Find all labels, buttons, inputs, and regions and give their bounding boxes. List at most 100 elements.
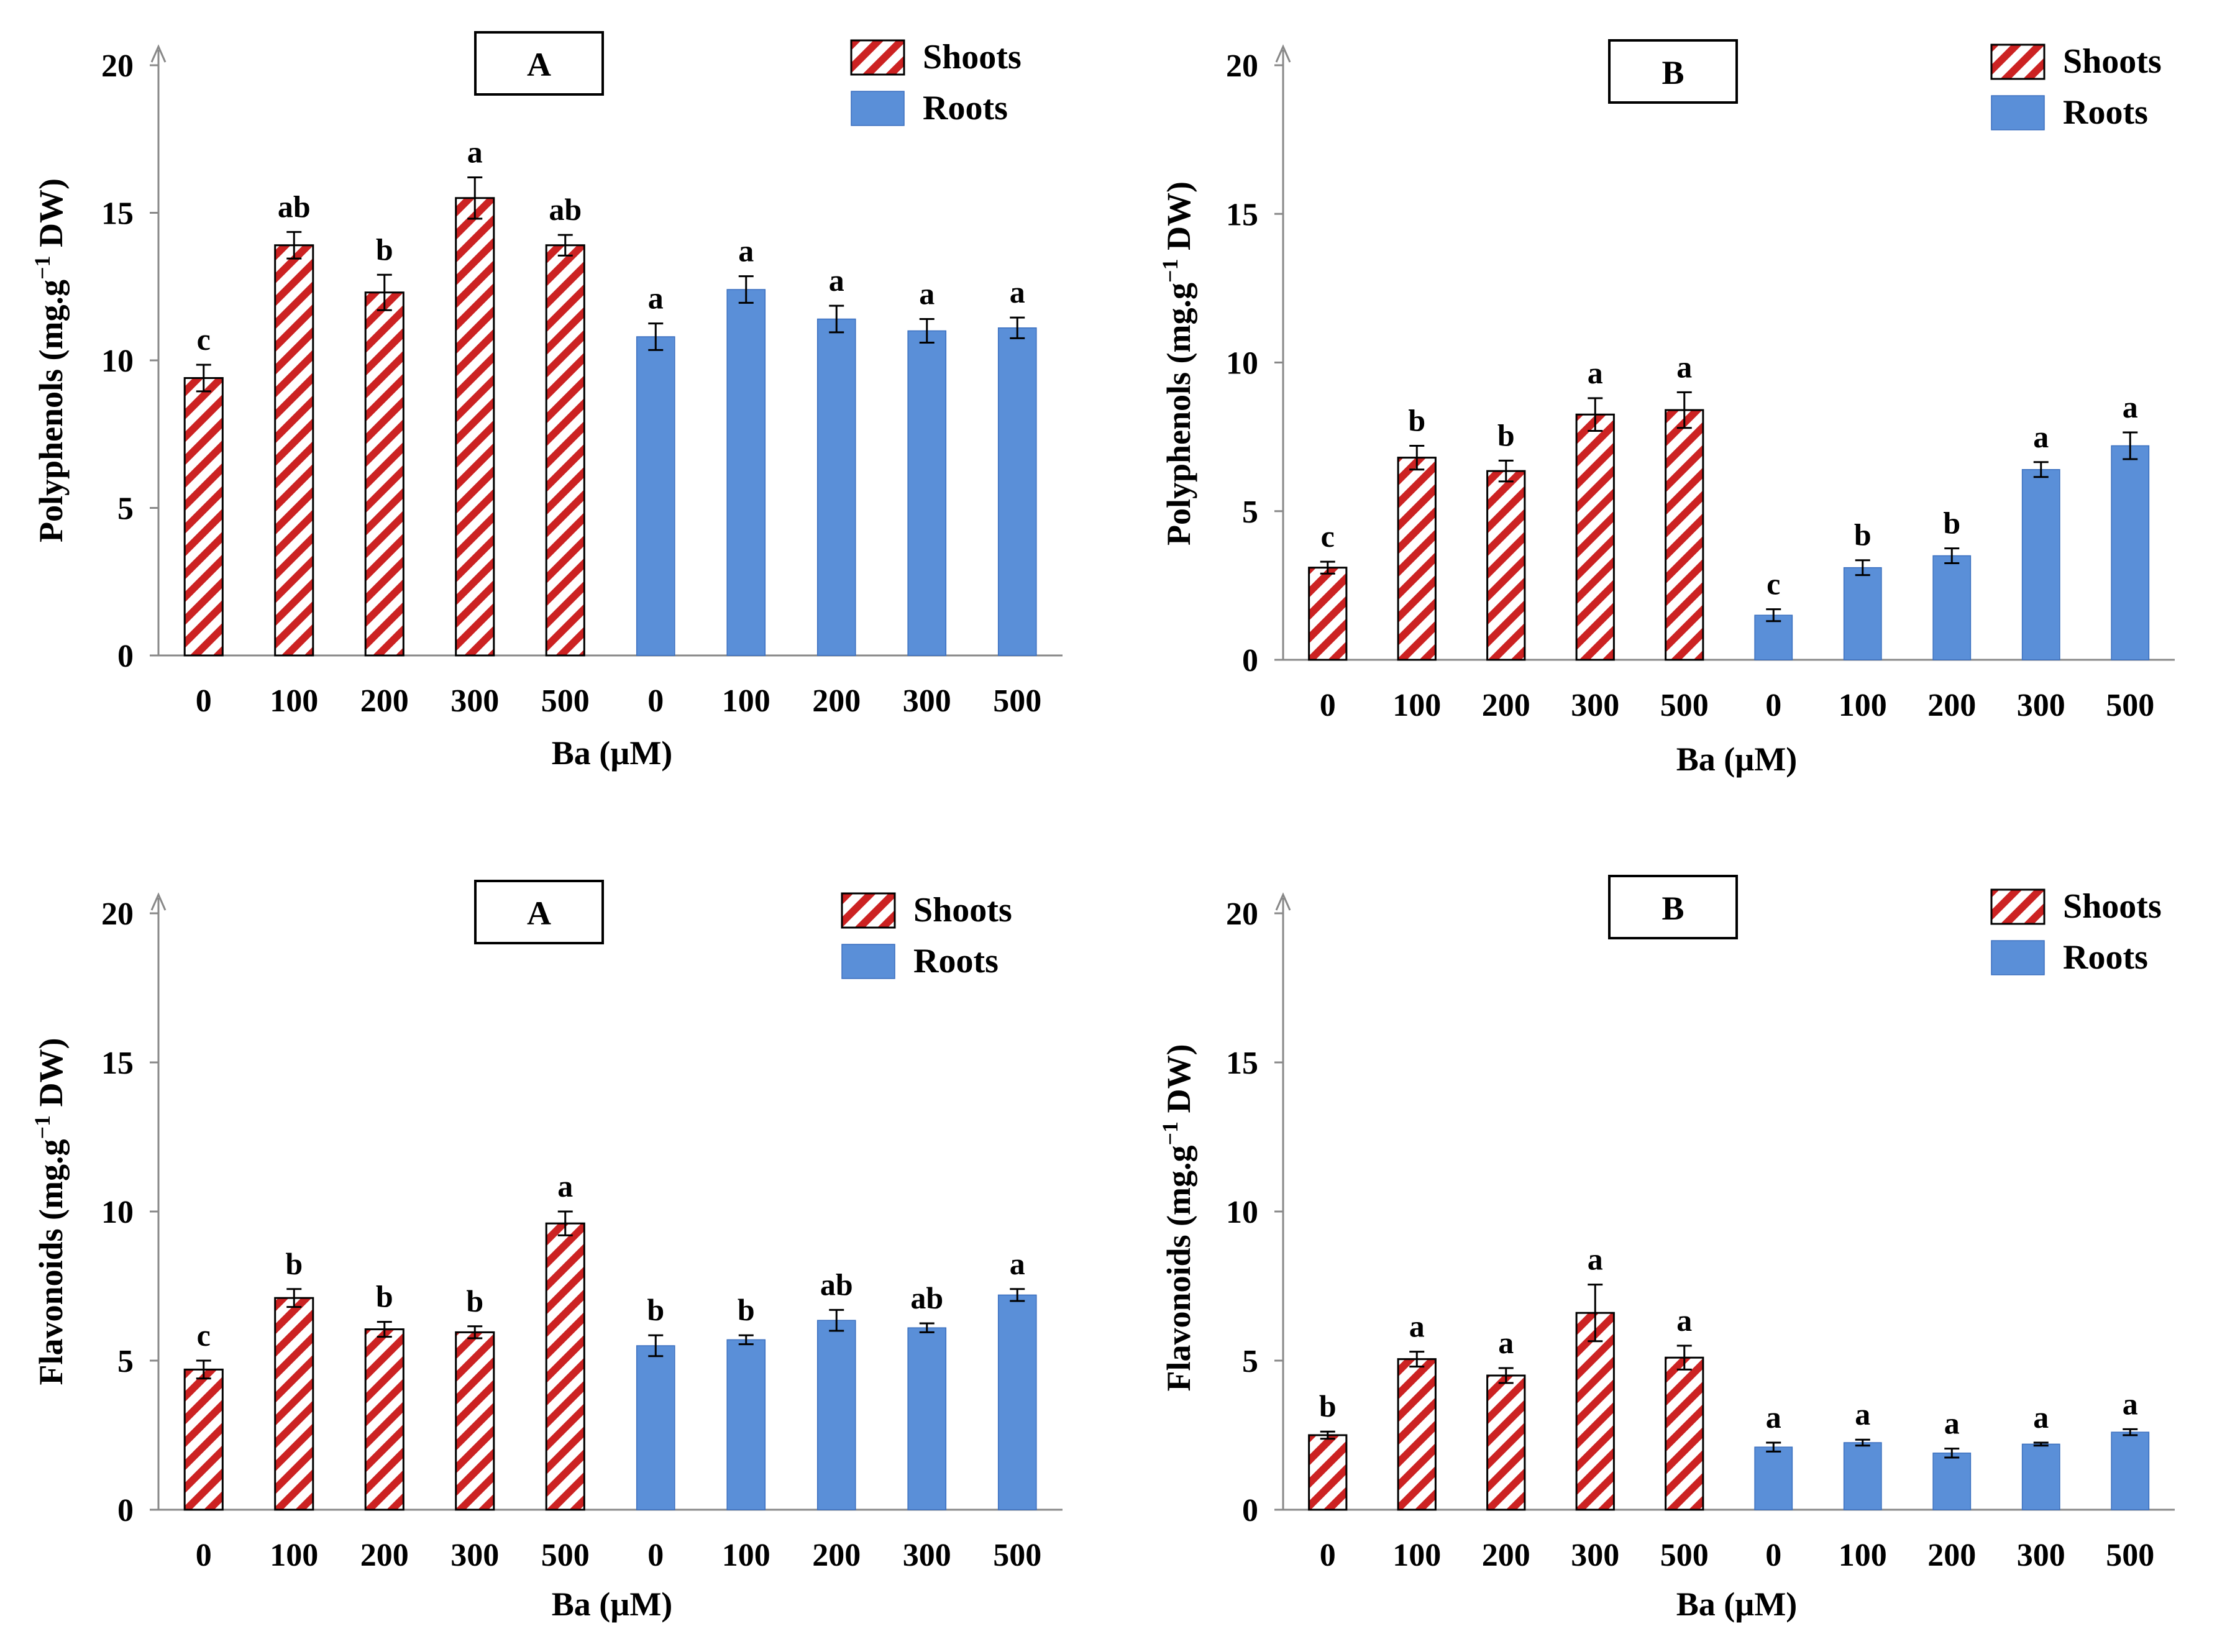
- x-tick-label: 300: [450, 683, 499, 719]
- y-axis-title: Flavonoids (mg.g−1 DW): [1158, 1044, 1197, 1391]
- y-axis-arrow-icon: [1275, 44, 1291, 63]
- x-tick-label: 300: [1571, 1538, 1619, 1573]
- bar-roots-500: [2111, 1431, 2150, 1510]
- bar-roots-100: [726, 1339, 766, 1510]
- x-tick-label: 500: [993, 683, 1041, 719]
- y-tick-label: 15: [1226, 197, 1258, 232]
- bar-roots-200: [816, 1320, 856, 1510]
- y-axis-arrow-icon: [150, 892, 167, 911]
- y-tick-label: 20: [1226, 48, 1258, 84]
- legend-swatch-shoots: [1990, 888, 2046, 925]
- bar-roots-100: [726, 289, 766, 656]
- x-tick-label: 0: [647, 1538, 664, 1573]
- bar-roots-0: [1754, 1446, 1793, 1510]
- x-tick-label: 300: [450, 1538, 499, 1573]
- y-tick-label: 0: [117, 1493, 134, 1528]
- y-axis-arrow-icon: [150, 44, 167, 63]
- y-tick-label: 0: [1242, 1493, 1258, 1528]
- significance-letter: a: [2123, 1386, 2138, 1421]
- bar-shoots-200: [1486, 470, 1526, 661]
- panel-label-box: [1608, 875, 1738, 939]
- bar-roots-0: [636, 1345, 675, 1510]
- significance-letter: a: [467, 135, 483, 170]
- legend-swatch-roots: [1991, 940, 2045, 975]
- x-tick-label: 200: [1482, 1538, 1530, 1573]
- y-tick-label: 20: [101, 48, 134, 84]
- y-axis-title: Polyphenols (mg.g−1 DW): [30, 178, 70, 542]
- significance-letter: a: [1498, 1325, 1514, 1360]
- legend-label-shoots: Shoots: [2063, 887, 2162, 926]
- y-tick-label: 5: [117, 1344, 134, 1379]
- bar-roots-500: [997, 327, 1037, 656]
- significance-letter: a: [2033, 419, 2049, 454]
- x-tick-label: 300: [903, 683, 951, 719]
- x-axis-title: Ba (µM): [1676, 1586, 1798, 1623]
- y-tick-label: 10: [101, 1195, 134, 1230]
- bar-roots-200: [1932, 555, 1972, 660]
- y-axis-arrow-icon: [1275, 892, 1291, 911]
- significance-letter: a: [557, 1169, 573, 1203]
- bar-shoots-200: [364, 1328, 405, 1511]
- x-tick-label: 300: [903, 1538, 951, 1573]
- bar-shoots-0: [183, 377, 224, 657]
- significance-letter: b: [376, 1279, 393, 1314]
- bar-roots-500: [997, 1294, 1037, 1510]
- significance-letter: a: [1676, 349, 1692, 384]
- bar-shoots-500: [545, 1222, 585, 1511]
- panel-label-box: [474, 31, 604, 96]
- significance-letter: a: [1588, 355, 1603, 390]
- x-tick-label: 300: [2017, 688, 2065, 723]
- bar-roots-300: [907, 330, 947, 656]
- x-tick-label: 0: [1765, 1538, 1781, 1573]
- bar-roots-200: [816, 318, 856, 656]
- significance-letter: a: [1409, 1309, 1425, 1344]
- x-tick-label: 0: [1765, 688, 1781, 723]
- x-tick-label: 500: [1660, 1538, 1709, 1573]
- x-tick-label: 0: [647, 683, 664, 719]
- panel-label-box: [474, 880, 604, 944]
- x-tick-label: 0: [1320, 1538, 1336, 1573]
- legend-swatch-roots: [841, 944, 895, 979]
- panel-label: A: [527, 895, 551, 932]
- significance-letter: b: [1943, 506, 1960, 541]
- significance-letter: a: [1010, 1246, 1025, 1281]
- x-tick-label: 200: [812, 683, 861, 719]
- legend-swatch-roots: [1991, 95, 2045, 130]
- bar-roots-300: [907, 1327, 947, 1510]
- x-axis-title: Ba (µM): [552, 734, 673, 772]
- significance-letter: b: [738, 1292, 755, 1327]
- bar-shoots-100: [274, 244, 314, 657]
- x-tick-label: 0: [196, 1538, 212, 1573]
- significance-letter: c: [197, 322, 211, 357]
- y-tick-label: 10: [101, 344, 134, 379]
- significance-letter: a: [648, 281, 664, 316]
- legend-label-roots: Roots: [2063, 93, 2148, 132]
- bar-shoots-300: [455, 197, 495, 657]
- significance-letter: b: [1854, 518, 1872, 552]
- significance-letter: a: [1944, 1406, 1960, 1441]
- significance-letter: b: [647, 1292, 664, 1327]
- significance-letter: a: [738, 234, 754, 268]
- x-tick-label: 500: [2106, 688, 2154, 723]
- significance-letter: a: [2123, 390, 2138, 424]
- bar-shoots-200: [364, 291, 405, 657]
- x-tick-label: 200: [360, 683, 409, 719]
- x-tick-label: 500: [1660, 688, 1709, 723]
- legend-swatch-roots: [851, 91, 905, 126]
- significance-letter: b: [466, 1284, 483, 1318]
- significance-letter: b: [1319, 1389, 1337, 1423]
- y-tick-label: 15: [101, 1046, 134, 1081]
- y-tick-label: 5: [1242, 1344, 1258, 1379]
- y-tick-label: 20: [1226, 897, 1258, 932]
- bar-shoots-500: [1665, 409, 1704, 661]
- chart-panel-4: 0 5 10 15 20 Flavonoids (mg.g−1 DW) Ba (µM) b 0 a…: [1158, 875, 2175, 1623]
- x-tick-label: 200: [1927, 688, 1976, 723]
- significance-letter: a: [919, 276, 935, 311]
- y-tick-label: 10: [1226, 1195, 1258, 1230]
- bar-shoots-0: [1308, 1434, 1348, 1511]
- significance-letter: a: [1010, 275, 1025, 309]
- x-tick-label: 100: [270, 683, 318, 719]
- bar-shoots-0: [1308, 567, 1348, 661]
- bar-roots-0: [636, 336, 675, 656]
